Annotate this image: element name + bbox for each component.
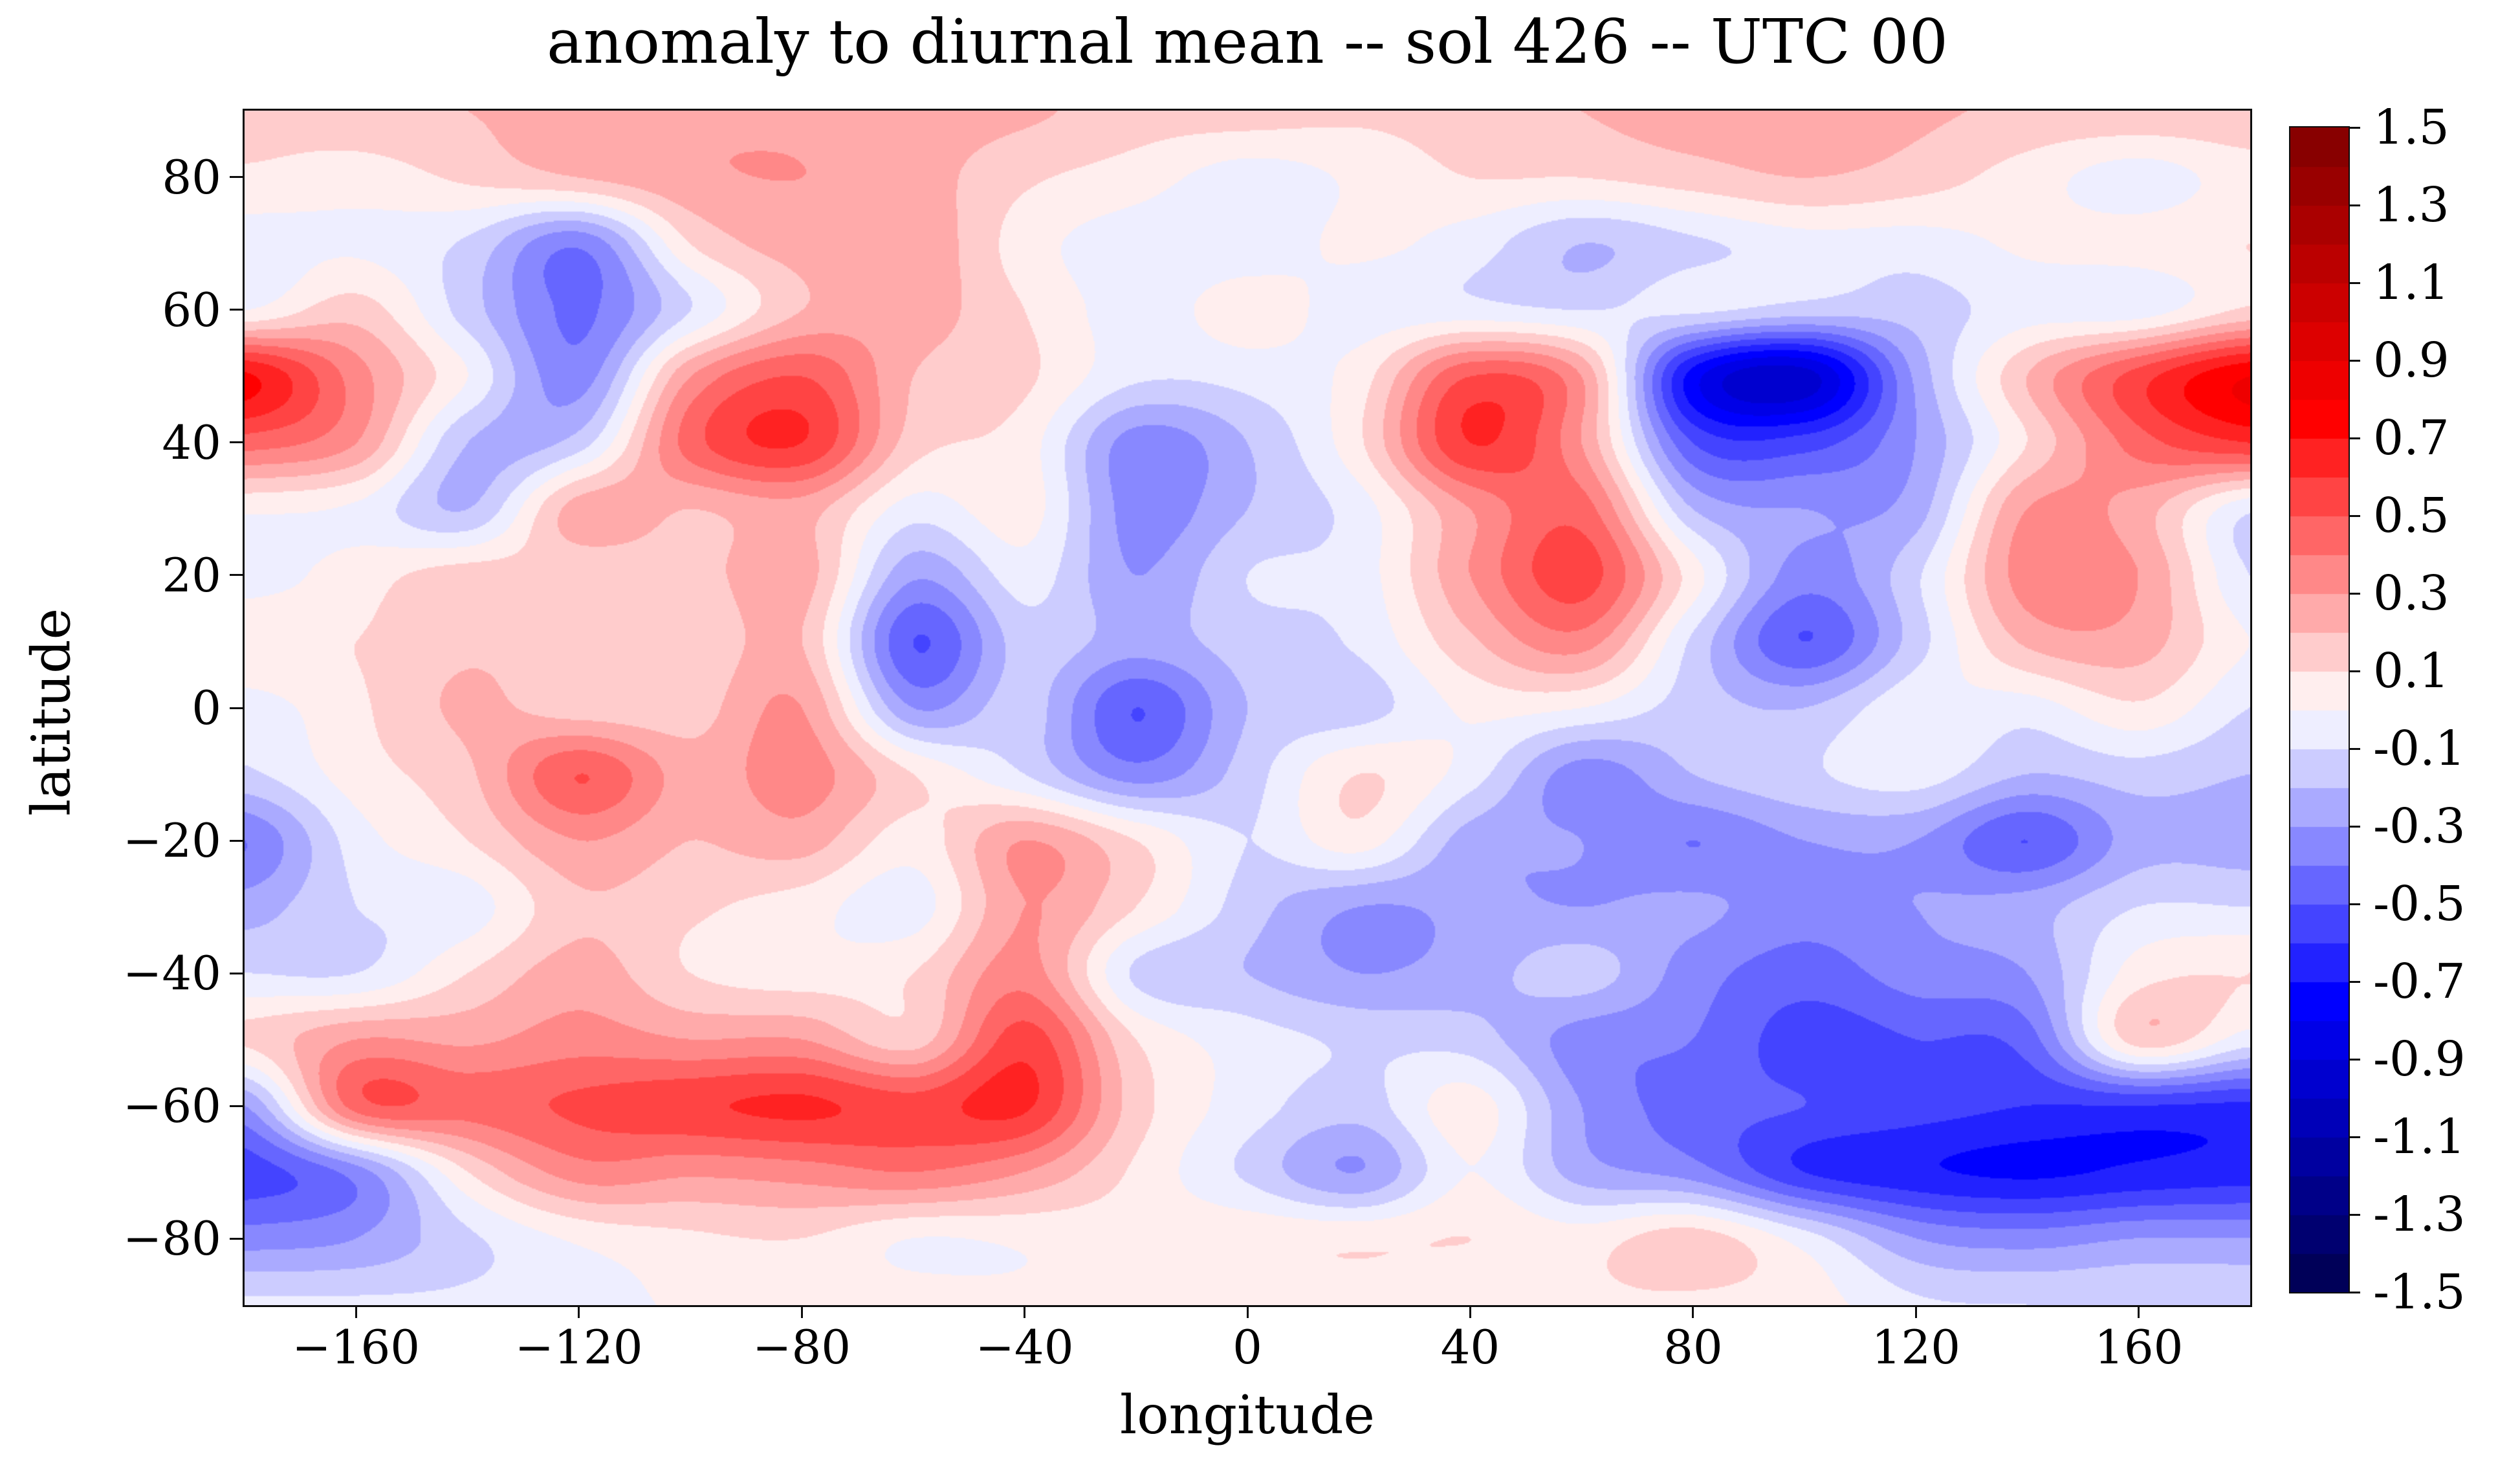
colorbar-tick-label: 0.1	[2373, 643, 2449, 699]
y-tick-label: 80	[162, 149, 221, 204]
colorbar-tick-mark	[2349, 204, 2360, 206]
x-tick-mark	[1469, 1305, 1471, 1318]
y-tick-mark	[230, 441, 243, 444]
colorbar-tick-mark	[2349, 592, 2360, 595]
colorbar-tick-mark	[2349, 980, 2360, 983]
colorbar-tick-mark	[2349, 1058, 2360, 1061]
y-tick-mark	[230, 309, 243, 311]
y-axis-label: latitude	[21, 608, 83, 817]
colorbar	[2289, 126, 2350, 1293]
x-tick-label: −160	[292, 1320, 421, 1374]
x-tick-label: 120	[1871, 1320, 1961, 1374]
colorbar-tick-mark	[2349, 359, 2360, 362]
colorbar-tick-label: -0.1	[2373, 721, 2466, 776]
x-tick-label: 40	[1440, 1320, 1500, 1374]
y-tick-mark	[230, 707, 243, 709]
colorbar-tick-label: 0.9	[2373, 333, 2449, 388]
colorbar-tick-mark	[2349, 1136, 2360, 1138]
colorbar-tick-mark	[2349, 514, 2360, 517]
y-tick-mark	[230, 1237, 243, 1240]
x-tick-label: 80	[1663, 1320, 1723, 1374]
x-tick-label: −120	[514, 1320, 643, 1374]
x-tick-label: 0	[1233, 1320, 1262, 1374]
colorbar-tick-mark	[2349, 670, 2360, 672]
x-tick-mark	[1914, 1305, 1917, 1318]
colorbar-tick-mark	[2349, 903, 2360, 905]
y-tick-label: 40	[162, 415, 221, 470]
colorbar-tick-mark	[2349, 747, 2360, 750]
y-tick-label: 20	[162, 547, 221, 602]
y-tick-mark	[230, 972, 243, 974]
x-tick-mark	[800, 1305, 803, 1318]
contour-map-canvas	[245, 111, 2250, 1305]
colorbar-tick-label: -1.1	[2373, 1109, 2466, 1165]
x-tick-mark	[2138, 1305, 2140, 1318]
colorbar-tick-mark	[2349, 126, 2360, 129]
colorbar-tick-mark	[2349, 1213, 2360, 1216]
colorbar-tick-label: 1.3	[2373, 177, 2449, 233]
y-tick-mark	[230, 574, 243, 577]
x-tick-mark	[1246, 1305, 1249, 1318]
y-tick-label: 60	[162, 282, 221, 337]
colorbar-tick-label: 0.5	[2373, 488, 2449, 544]
colorbar-tick-label: -1.3	[2373, 1187, 2466, 1242]
colorbar-tick-label: -0.5	[2373, 876, 2466, 932]
x-tick-mark	[1692, 1305, 1694, 1318]
y-tick-mark	[230, 1105, 243, 1107]
plot-area	[243, 109, 2252, 1307]
x-tick-mark	[578, 1305, 580, 1318]
x-tick-label: −40	[975, 1320, 1074, 1374]
colorbar-tick-mark	[2349, 825, 2360, 828]
colorbar-tick-label: 1.5	[2373, 100, 2449, 155]
y-tick-mark	[230, 839, 243, 842]
colorbar-tick-mark	[2349, 281, 2360, 284]
x-tick-label: 160	[2094, 1320, 2184, 1374]
colorbar-tick-label: 0.7	[2373, 410, 2449, 466]
colorbar-tick-label: -0.9	[2373, 1031, 2466, 1087]
x-tick-mark	[355, 1305, 357, 1318]
y-tick-label: −80	[123, 1211, 221, 1266]
x-tick-label: −80	[752, 1320, 851, 1374]
y-tick-label: −40	[123, 946, 221, 1001]
colorbar-tick-label: -0.3	[2373, 798, 2466, 854]
x-axis-label: longitude	[1120, 1385, 1375, 1446]
colorbar-tick-mark	[2349, 437, 2360, 439]
y-tick-label: 0	[192, 681, 221, 735]
chart-title: anomaly to diurnal mean -- sol 426 -- UT…	[546, 6, 1949, 78]
x-tick-mark	[1024, 1305, 1026, 1318]
colorbar-tick-mark	[2349, 1291, 2360, 1293]
colorbar-tick-label: -0.7	[2373, 954, 2466, 1009]
colorbar-tick-label: 1.1	[2373, 255, 2449, 311]
colorbar-tick-label: -1.5	[2373, 1264, 2466, 1320]
y-tick-mark	[230, 176, 243, 179]
y-tick-label: −60	[123, 1079, 221, 1134]
y-tick-label: −20	[123, 813, 221, 868]
colorbar-canvas	[2290, 127, 2349, 1292]
colorbar-tick-label: 0.3	[2373, 566, 2449, 621]
